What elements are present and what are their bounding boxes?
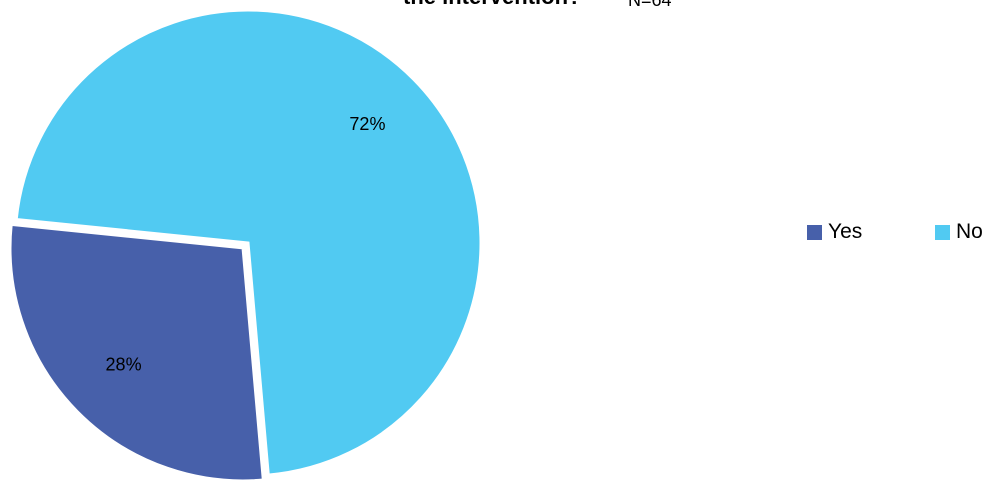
legend-item-yes: Yes [807,220,862,244]
data-label-yes: 28% [106,354,142,374]
legend-swatch-no [935,224,950,240]
chart-title: the intervention? [403,0,581,10]
data-label-no: 72% [349,114,385,134]
legend-label-yes: Yes [828,220,863,243]
legend-item-no: No [935,220,983,244]
pie-slice-yes [8,222,265,483]
legend-swatch-yes [807,224,822,240]
pie-slice-no [14,8,483,477]
chart-subtitle: N=64 [628,0,672,10]
legend-label-no: No [956,220,983,243]
